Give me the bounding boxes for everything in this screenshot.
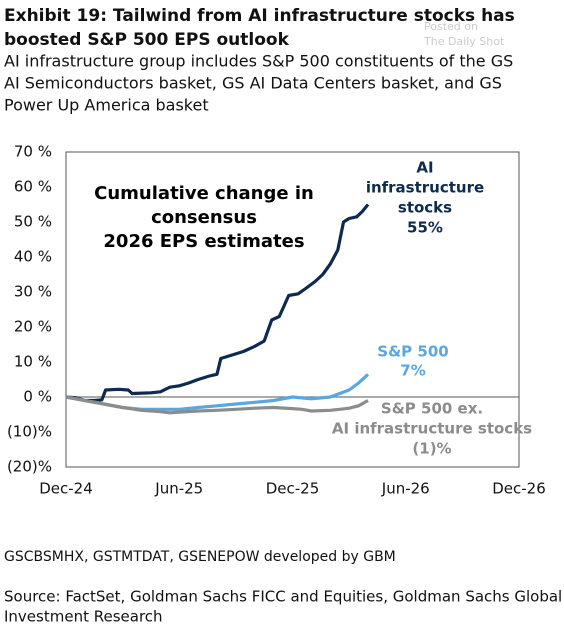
- watermark: The Daily Shot: [423, 35, 505, 48]
- inner-title: 2026 EPS estimates: [103, 231, 304, 252]
- x-tick-label: Dec-24: [39, 480, 93, 498]
- y-tick-label: 40 %: [14, 248, 52, 266]
- source: Source: FactSet, Goldman Sachs FICC and …: [4, 588, 562, 606]
- legend-label: (1)%: [412, 440, 451, 458]
- title: boosted S&P 500 EPS outlook: [4, 30, 290, 50]
- watermark: Posted on: [424, 20, 478, 33]
- plot-frame: [65, 151, 520, 468]
- subtitle: AI Semiconductors basket, GS AI Data Cen…: [4, 74, 502, 93]
- x-tick-label: Dec-25: [266, 480, 320, 498]
- legend-label: stocks: [398, 199, 452, 217]
- legend-label: AI infrastructure stocks: [332, 420, 532, 438]
- legend-label: AI: [416, 159, 433, 177]
- series-line: [65, 203, 370, 403]
- inner-title: consensus: [151, 207, 257, 228]
- y-tick-label: 0 %: [23, 388, 52, 406]
- y-tick-label: 20 %: [14, 318, 52, 336]
- legend-label: 55%: [407, 219, 443, 237]
- y-tick-label: 50 %: [14, 213, 52, 231]
- series-line: [65, 395, 369, 415]
- y-tick-label: 10 %: [14, 353, 52, 371]
- source: Investment Research: [4, 608, 163, 626]
- y-tick-label: 70 %: [14, 143, 52, 161]
- title: Exhibit 19: Tailwind from AI infrastruct…: [4, 6, 515, 26]
- inner-title: Cumulative change in: [94, 183, 314, 204]
- x-tick-label: Jun-26: [381, 480, 430, 498]
- legend-label: S&P 500: [377, 343, 448, 361]
- y-tick-label: (20)%: [7, 458, 52, 476]
- x-tick-label: Jun-25: [154, 480, 203, 498]
- legend-label: infrastructure: [366, 179, 484, 197]
- footer-note: GSCBSMHX, GSTMTDAT, GSENEPOW developed b…: [4, 549, 396, 565]
- subtitle: AI infrastructure group includes S&P 500…: [4, 52, 513, 71]
- legend-label: S&P 500 ex.: [381, 400, 483, 418]
- legend-label: 7%: [400, 362, 425, 380]
- y-tick-label: 30 %: [14, 283, 52, 301]
- y-tick-label: (10)%: [7, 423, 52, 441]
- subtitle: Power Up America basket: [4, 96, 209, 115]
- y-tick-label: 60 %: [14, 178, 52, 196]
- x-tick-label: Dec-26: [492, 480, 546, 498]
